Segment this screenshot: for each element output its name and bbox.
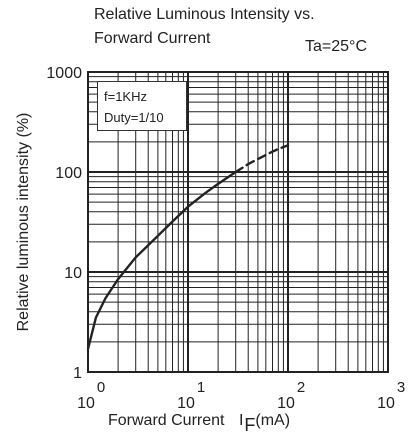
x-tick-base: 10	[377, 395, 395, 412]
x-tick-exponent: 2	[297, 379, 305, 396]
frequency-label: f=1KHz	[104, 89, 147, 104]
chart-title-line-1: Relative Luminous Intensity vs.	[94, 6, 315, 23]
chart-title-line-2: Forward Current	[94, 30, 211, 47]
plot-frame	[87, 71, 389, 373]
y-tick-label: 1000	[46, 65, 82, 82]
x-axis-label-text: Forward Current	[108, 412, 225, 429]
y-tick-label: 1	[73, 365, 82, 382]
duty-label: Duty=1/10	[104, 110, 164, 125]
x-tick-label: 101	[177, 379, 205, 412]
intensity-curve-solid	[86, 170, 237, 351]
temperature-condition: Ta=25°C	[305, 38, 367, 55]
x-tick-label: 103	[377, 379, 405, 412]
intensity-curve-dashed	[234, 144, 290, 174]
x-tick-base: 10	[277, 395, 295, 412]
x-axis-symbol: I	[238, 412, 244, 429]
x-tick-base: 10	[77, 395, 95, 412]
x-axis-unit: (mA)	[255, 412, 291, 429]
y-tick-label: 100	[55, 165, 82, 182]
x-tick-exponent: 1	[197, 379, 205, 396]
x-tick-label: 102	[277, 379, 305, 412]
x-tick-base: 10	[177, 395, 195, 412]
x-tick-label: 100	[77, 379, 105, 412]
x-axis-subscript: F	[244, 415, 256, 435]
y-tick-label: 10	[64, 265, 82, 282]
x-tick-exponent: 0	[97, 379, 105, 396]
y-axis-label: Relative luminous intensity (%)	[15, 112, 32, 332]
conditions-box: f=1KHz Duty=1/10	[97, 81, 187, 131]
series-group	[86, 144, 290, 351]
x-axis-label: Forward Current IF(mA)	[108, 412, 290, 436]
x-tick-exponent: 3	[397, 379, 405, 396]
plot-border	[87, 71, 389, 373]
